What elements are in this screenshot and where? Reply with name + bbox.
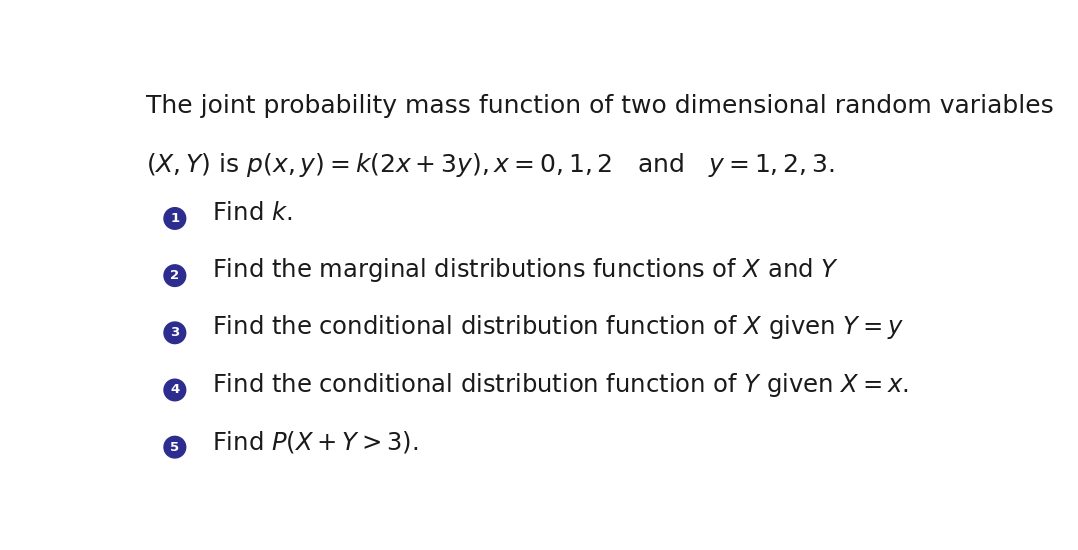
Text: Find $k$.: Find $k$. [211, 201, 292, 225]
Text: Find the marginal distributions functions of $X$ and $Y$: Find the marginal distributions function… [211, 256, 839, 284]
Ellipse shape [164, 265, 185, 287]
Text: Find $P(X + Y > 3)$.: Find $P(X + Y > 3)$. [211, 429, 418, 455]
Text: 4: 4 [170, 383, 179, 397]
Ellipse shape [164, 436, 185, 458]
Text: 1: 1 [170, 212, 179, 225]
Text: 3: 3 [170, 326, 179, 339]
Text: 5: 5 [170, 441, 179, 454]
Text: Find the conditional distribution function of $X$ given $Y = y$: Find the conditional distribution functi… [211, 314, 903, 342]
Text: $(X, Y)$ is $p(x, y) = k(2x + 3y), x = 0, 1, 2$$\quad$and$\quad$$y = 1, 2, 3.$: $(X, Y)$ is $p(x, y) = k(2x + 3y), x = 0… [147, 151, 835, 179]
Ellipse shape [164, 379, 185, 401]
Ellipse shape [164, 208, 185, 229]
Ellipse shape [164, 322, 185, 344]
Text: Find the conditional distribution function of $Y$ given $X = x$.: Find the conditional distribution functi… [211, 371, 909, 399]
Text: The joint probability mass function of two dimensional random variables: The joint probability mass function of t… [147, 94, 1054, 118]
Text: 2: 2 [170, 269, 179, 282]
